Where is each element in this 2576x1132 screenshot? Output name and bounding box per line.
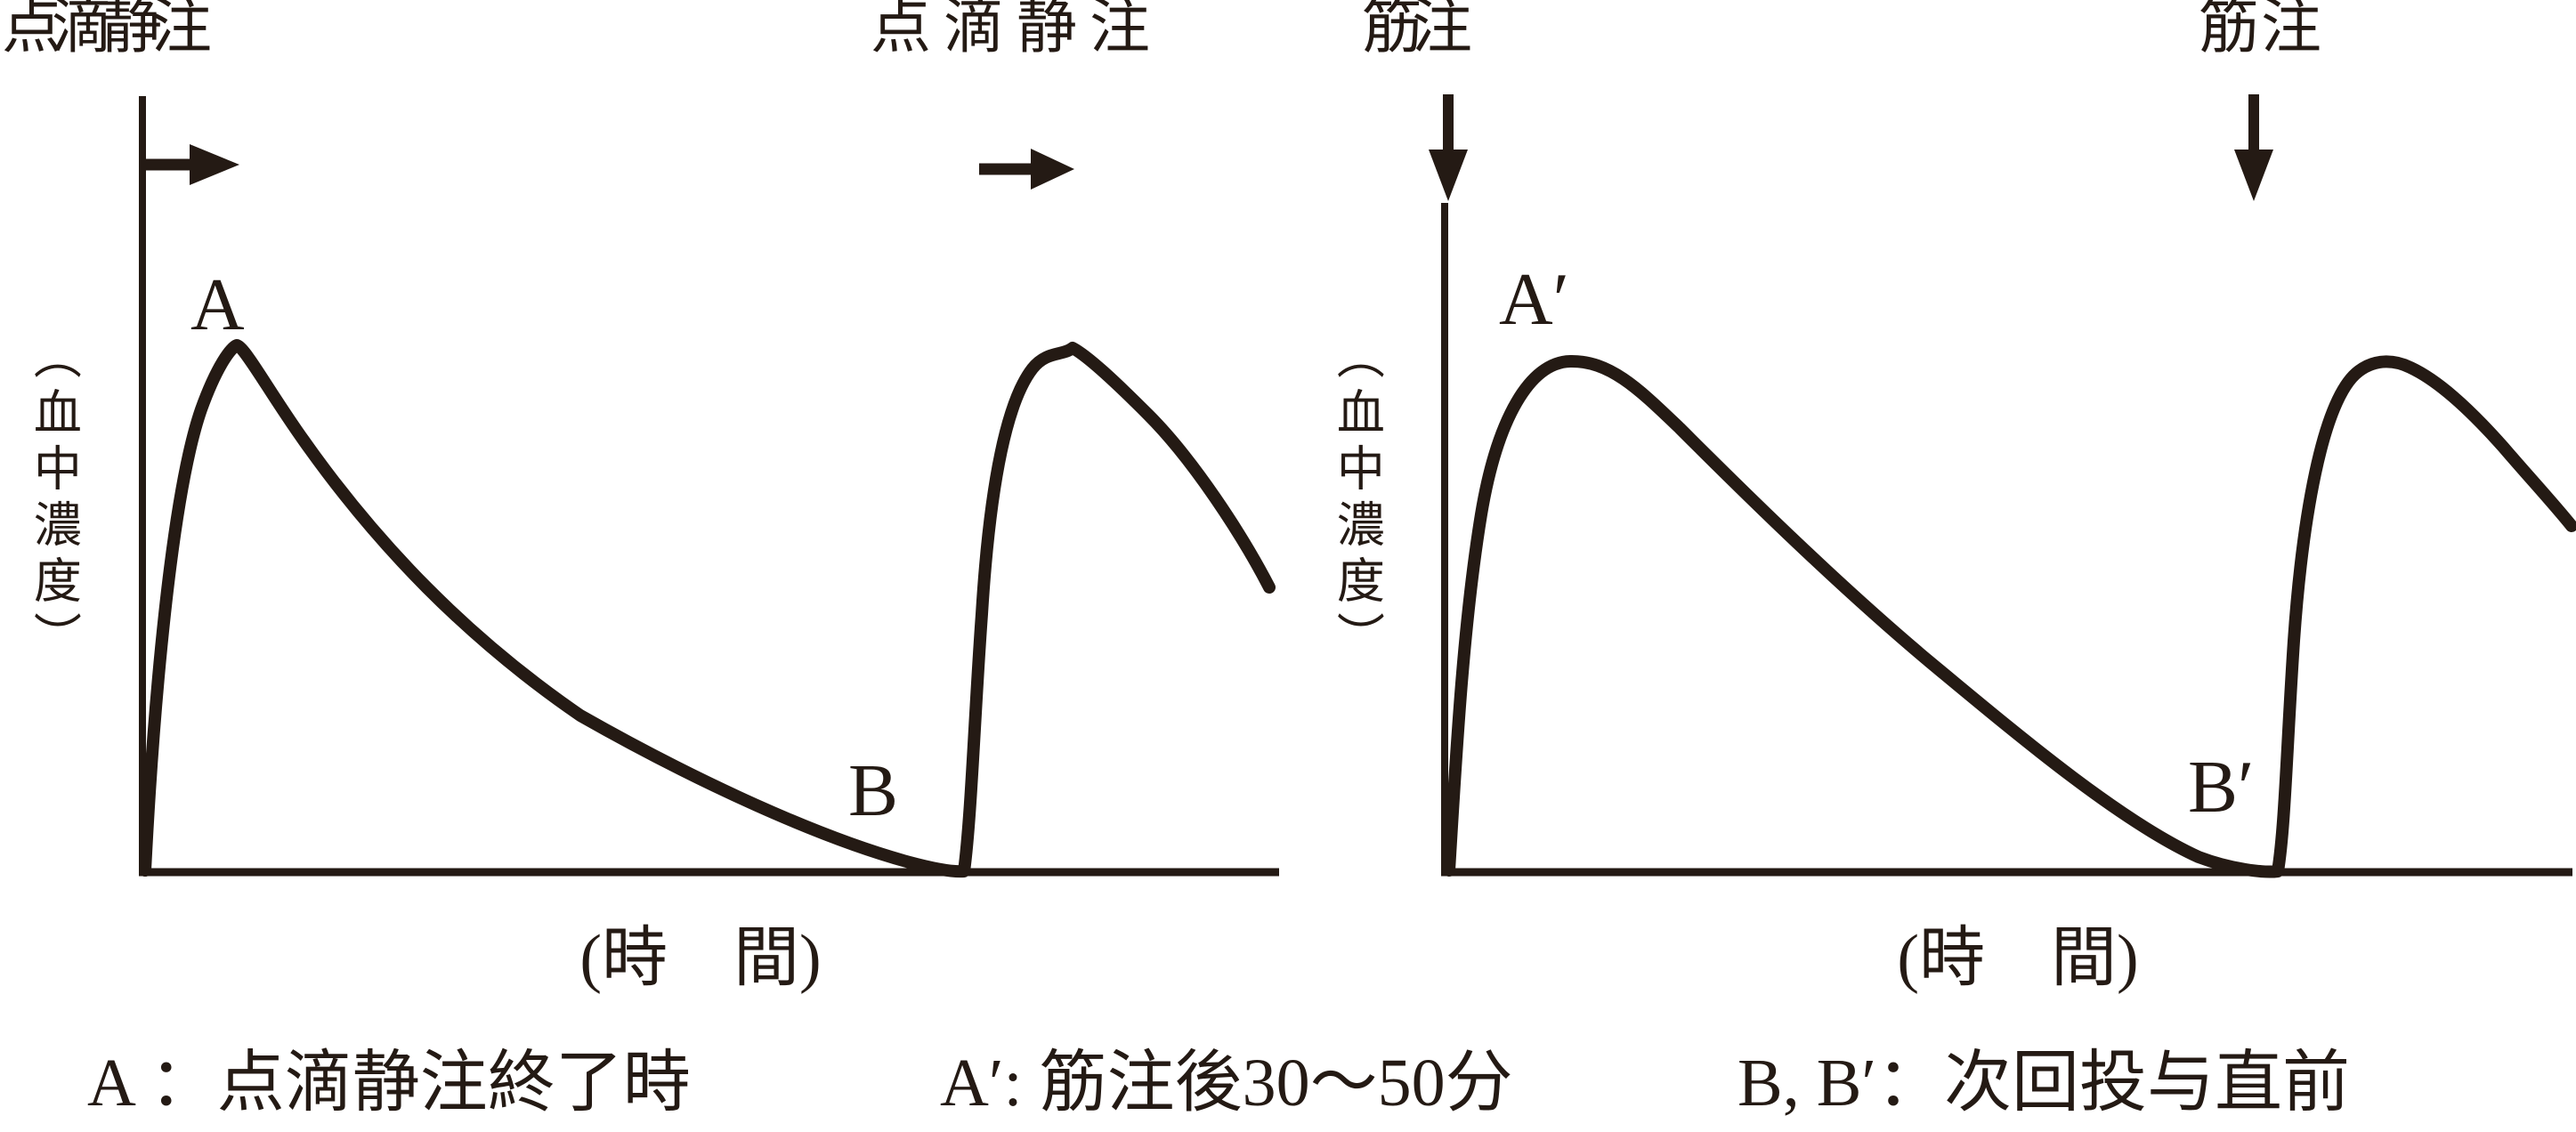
left-y-axis-label: （血中濃度） bbox=[26, 331, 80, 667]
right-x-axis-label: (時 間) bbox=[1897, 922, 2139, 995]
legend-item-a-prime: A′: 筋注後30〜50分 bbox=[940, 1046, 1513, 1120]
left-peak-point-label: A bbox=[190, 263, 245, 346]
right-trough-point-label: B′ bbox=[2188, 746, 2255, 829]
right-concentration-curve bbox=[1443, 354, 2576, 878]
left-concentration-curve bbox=[139, 339, 1276, 878]
legend-item-b: B, B′：次回投与直前 bbox=[1738, 1046, 2351, 1120]
left-trough-point-label: B bbox=[848, 749, 899, 832]
legend-item-a: A ：点滴静注終了時 bbox=[87, 1046, 691, 1120]
left-dose-arrow-1-icon bbox=[144, 144, 239, 185]
right-dose-arrow-1-icon bbox=[1429, 94, 1468, 201]
right-dose-label-2: 筋注 bbox=[2199, 0, 2324, 61]
left-dose-label-2: 点滴静注 bbox=[871, 0, 1163, 61]
right-peak-point-label: A′ bbox=[1499, 258, 1570, 341]
left-x-axis-label: (時 間) bbox=[579, 922, 822, 995]
left-dose-arrow-2-icon bbox=[979, 149, 1074, 190]
left-dose-label-1: 点滴静注 bbox=[2, 0, 212, 61]
right-y-axis-label: （血中濃度） bbox=[1329, 331, 1383, 667]
right-dose-arrow-2-icon bbox=[2234, 94, 2273, 201]
right-dose-label-1: 筋注 bbox=[1362, 0, 1472, 61]
